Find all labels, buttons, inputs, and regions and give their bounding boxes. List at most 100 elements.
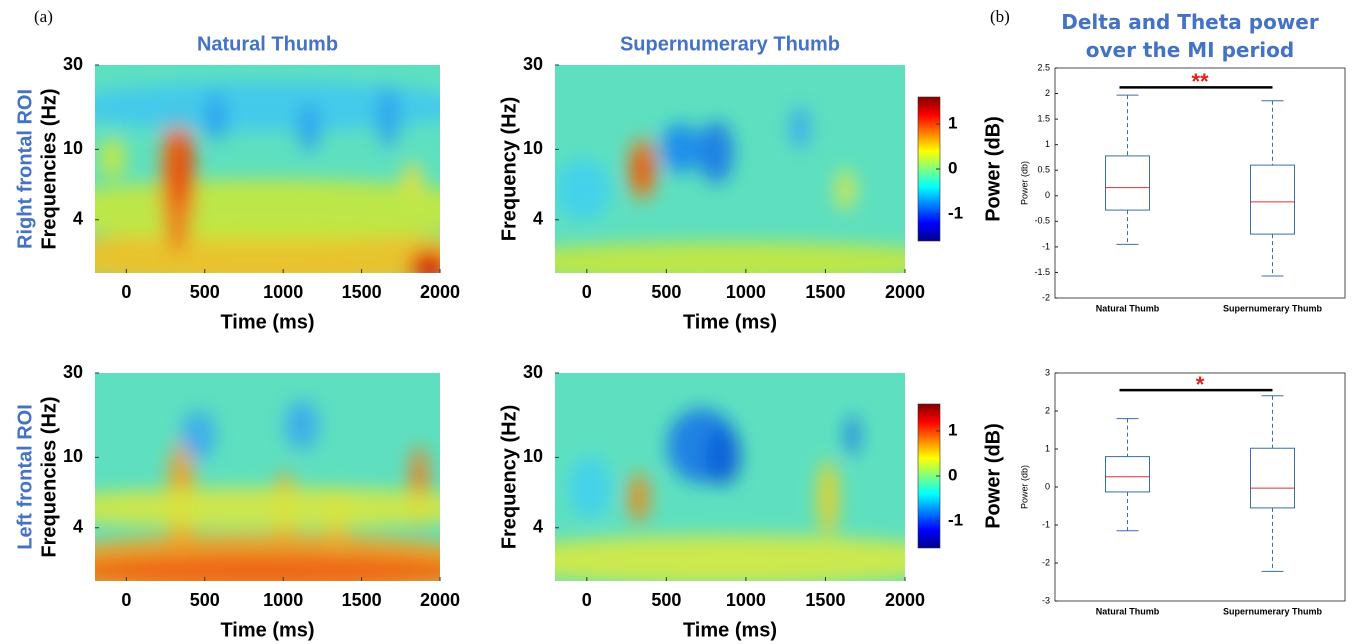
field-blobs	[95, 81, 440, 273]
y-tick-label: 2	[1045, 405, 1050, 415]
field-blob	[555, 535, 905, 581]
x-tick-label: 2000	[420, 282, 460, 302]
y-tick-label: 30	[63, 54, 83, 74]
field-blob	[569, 456, 611, 519]
field-blob	[95, 81, 440, 132]
row-label: Left frontal ROI	[14, 404, 36, 550]
field-blob	[845, 414, 860, 457]
x-tick-label: Natural Thumb	[1096, 303, 1160, 313]
y-tick-label: 0	[1045, 481, 1050, 491]
field-blob	[169, 131, 194, 207]
chart-title: Natural Thumb	[197, 33, 338, 55]
y-tick-label: 3	[1045, 367, 1050, 377]
y-tick-label: -3	[1042, 595, 1050, 605]
x-tick-label: 1500	[805, 590, 845, 610]
field-blob	[408, 250, 440, 273]
colorbar-tick-label: 1	[948, 113, 957, 132]
chart-title-box: Delta and Theta power over the MI period	[1061, 10, 1319, 62]
y-axis-label: Frequencies (Hz)	[38, 88, 60, 249]
field-blob	[98, 137, 127, 180]
x-tick-label: 2000	[420, 590, 460, 610]
field-blobs	[555, 408, 905, 581]
y-tick-label: 1.5	[1037, 113, 1050, 123]
y-tick-label: -2	[1042, 557, 1050, 567]
field-blob	[95, 179, 440, 242]
field-blob	[835, 169, 856, 211]
field-blob	[789, 106, 811, 149]
y-tick-label: -1.5	[1034, 267, 1050, 277]
y-tick-label: 30	[63, 362, 83, 382]
x-tick-label: 0	[121, 282, 131, 302]
row-label: Right frontal ROI	[14, 89, 36, 249]
x-tick-label: 1500	[805, 282, 845, 302]
x-tick-label: 500	[651, 590, 681, 610]
chart-title: Delta and Theta power over the MI period	[1061, 10, 1319, 62]
x-axis-label: Time (ms)	[220, 619, 314, 641]
colorbar-tick-label: 1	[948, 420, 957, 439]
y-tick-label: 4	[73, 517, 83, 537]
box	[1105, 456, 1150, 493]
x-tick-label: Natural Thumb	[1096, 606, 1160, 616]
y-tick-label: 4	[533, 209, 543, 229]
significance-label: *	[1196, 372, 1205, 397]
x-tick-label: 500	[190, 590, 220, 610]
axes-frame	[1054, 67, 1346, 299]
colorbar-tick-label: -1	[948, 203, 963, 222]
x-tick-label: Supernumerary Thumb	[1223, 606, 1323, 616]
field-blob	[555, 158, 611, 221]
y-tick-label: 1	[1045, 443, 1050, 453]
y-tick-label: 30	[523, 54, 543, 74]
x-axis-label: Time (ms)	[683, 619, 777, 641]
field-blob	[705, 427, 741, 486]
field-blobs	[95, 400, 440, 581]
y-tick-label: 0	[1045, 190, 1050, 200]
box	[1250, 164, 1295, 235]
colorbar-tick-label: 0	[948, 465, 957, 484]
panel-label: (b)	[990, 7, 1010, 26]
heatmap-field	[555, 65, 905, 273]
y-tick-label: 2	[1045, 88, 1050, 98]
panel-label: (a)	[34, 7, 53, 26]
heatmap-field	[95, 65, 440, 273]
y-tick-label: 2.5	[1037, 62, 1050, 72]
x-tick-label: 1000	[726, 282, 766, 302]
field-blob	[181, 410, 216, 461]
y-tick-label: 30	[523, 362, 543, 382]
colorbar-label: Power (dB)	[982, 116, 1004, 222]
y-tick-label: 4	[533, 517, 543, 537]
colorbar-tick-label: 0	[948, 158, 957, 177]
y-tick-label: -0.5	[1034, 216, 1050, 226]
field-blob	[95, 553, 440, 581]
y-tick-label: -1	[1042, 241, 1050, 251]
x-tick-label: 2000	[885, 282, 925, 302]
x-tick-label: 500	[651, 282, 681, 302]
colorbar-label: Power (dB)	[982, 423, 1004, 529]
axes-frame	[1054, 372, 1346, 602]
x-tick-label: 0	[121, 590, 131, 610]
x-tick-label: 0	[582, 282, 592, 302]
field-blob	[95, 487, 440, 529]
y-tick-label: 4	[73, 209, 83, 229]
field-blob	[698, 121, 734, 184]
field-blobs	[555, 106, 905, 273]
field-blob	[377, 85, 399, 149]
y-axis-label: Frequencies (Hz)	[38, 396, 60, 557]
x-tick-label: 1500	[342, 590, 382, 610]
y-axis-label: Frequency (Hz)	[498, 405, 520, 549]
x-axis-label: Time (ms)	[220, 311, 314, 333]
x-tick-label: 1500	[342, 282, 382, 302]
chart-title: Supernumerary Thumb	[620, 33, 840, 55]
x-tick-label: 500	[190, 282, 220, 302]
field-blob	[555, 241, 905, 273]
field-blob	[284, 400, 320, 450]
x-tick-label: 1000	[263, 590, 303, 610]
significance-label: **	[1191, 69, 1209, 94]
y-tick-label: 10	[63, 446, 83, 466]
x-tick-label: 2000	[885, 590, 925, 610]
x-tick-label: Supernumerary Thumb	[1223, 303, 1323, 313]
x-tick-label: 1000	[726, 590, 766, 610]
field-blob	[402, 162, 423, 197]
y-axis-label: Power (db)	[1019, 465, 1029, 509]
heatmap-field	[555, 373, 905, 581]
